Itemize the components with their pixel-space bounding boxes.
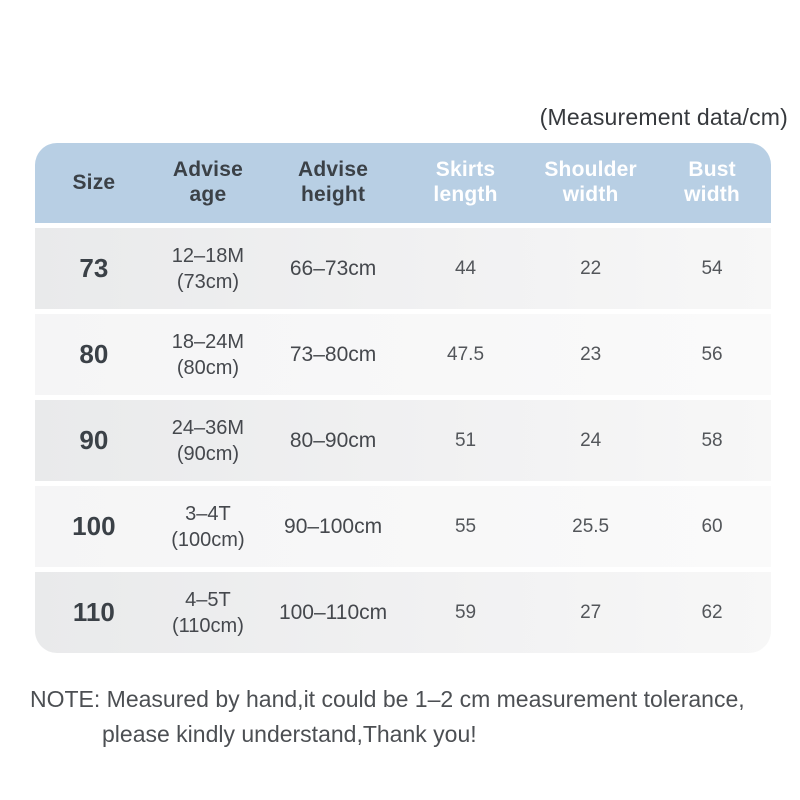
age-cm-note: (110cm) [172, 614, 244, 637]
age-range: 18–24M [171, 330, 245, 353]
age-cm-note: (80cm) [176, 356, 240, 379]
skirts-length-cell: 55 [454, 515, 477, 537]
column-header-label: age [189, 183, 227, 206]
bust-width-cell: 60 [701, 515, 723, 537]
advise-age-cell: 12–18M (73cm) [153, 243, 263, 295]
column-header-advise-age: Advise age [153, 158, 263, 208]
age-cm-note: (90cm) [176, 442, 240, 465]
advise-height-cell: 73–80cm [289, 342, 377, 366]
table-row-size-90: 90 24–36M (90cm) 80–90cm 51 24 58 [35, 400, 771, 481]
column-header-bust-width: Bust width [653, 158, 771, 208]
column-header-label: Bust [688, 158, 736, 182]
measurement-unit-label: (Measurement data/cm) [539, 104, 788, 130]
age-cm-note: (100cm) [171, 528, 245, 551]
advise-height-cell: 66–73cm [289, 256, 377, 280]
column-header-label: Advise [298, 158, 369, 182]
advise-age-cell: 24–36M (90cm) [153, 415, 263, 467]
note-line-2: please kindly understand,Thank you! [102, 721, 477, 747]
bust-width-cell: 54 [701, 257, 723, 279]
size-cell: 110 [72, 597, 115, 627]
measurement-note: NOTE: Measured by hand,it could be 1–2 c… [30, 682, 792, 752]
column-header-skirts-length: Skirts length [403, 158, 528, 208]
size-chart-table: Size Advise age Advise height Skirts len… [35, 143, 771, 653]
column-header-label: Shoulder [544, 158, 637, 182]
column-header-label: Size [72, 170, 116, 194]
column-header-label: width [684, 183, 740, 206]
age-cm-note: (73cm) [176, 270, 240, 293]
column-header-label: height [300, 183, 366, 206]
bust-width-cell: 62 [701, 601, 723, 623]
advise-age-cell: 4–5T (110cm) [153, 587, 263, 639]
size-cell: 73 [79, 253, 109, 283]
shoulder-width-cell: 23 [580, 343, 602, 365]
skirts-length-cell: 51 [454, 429, 477, 451]
advise-age-cell: 18–24M (80cm) [153, 329, 263, 381]
table-row-size-80: 80 18–24M (80cm) 73–80cm 47.5 23 56 [35, 314, 771, 395]
size-cell: 90 [79, 425, 109, 455]
table-row-size-110: 110 4–5T (110cm) 100–110cm 59 27 62 [35, 572, 771, 653]
age-range: 12–18M [171, 244, 245, 267]
skirts-length-cell: 47.5 [447, 343, 485, 365]
table-row-size-73: 73 12–18M (73cm) 66–73cm 44 22 54 [35, 228, 771, 309]
age-range: 3–4T [185, 502, 231, 525]
bust-width-cell: 58 [701, 429, 723, 451]
size-cell: 100 [72, 511, 116, 541]
note-line-1: NOTE: Measured by hand,it could be 1–2 c… [30, 686, 745, 712]
shoulder-width-cell: 25.5 [572, 515, 610, 537]
advise-height-cell: 90–100cm [284, 514, 383, 538]
column-header-advise-height: Advise height [263, 158, 403, 208]
column-header-label: Skirts [435, 158, 496, 182]
skirts-length-cell: 44 [454, 257, 477, 279]
bust-width-cell: 56 [701, 343, 723, 365]
skirts-length-cell: 59 [454, 601, 477, 623]
advise-age-cell: 3–4T (100cm) [153, 501, 263, 553]
advise-height-cell: 100–110cm [278, 600, 388, 624]
table-header-row: Size Advise age Advise height Skirts len… [35, 143, 771, 223]
column-header-label: Advise [172, 158, 243, 182]
column-header-label: width [562, 183, 619, 206]
shoulder-width-cell: 27 [580, 601, 602, 623]
table-row-size-100: 100 3–4T (100cm) 90–100cm 55 25.5 60 [35, 486, 771, 567]
column-header-label: length [433, 183, 498, 206]
age-range: 4–5T [185, 588, 231, 611]
age-range: 24–36M [171, 416, 245, 439]
column-header-size: Size [35, 171, 153, 196]
advise-height-cell: 80–90cm [289, 428, 377, 452]
shoulder-width-cell: 22 [580, 257, 602, 279]
size-cell: 80 [79, 339, 109, 369]
column-header-shoulder-width: Shoulder width [528, 158, 653, 208]
shoulder-width-cell: 24 [580, 429, 602, 451]
